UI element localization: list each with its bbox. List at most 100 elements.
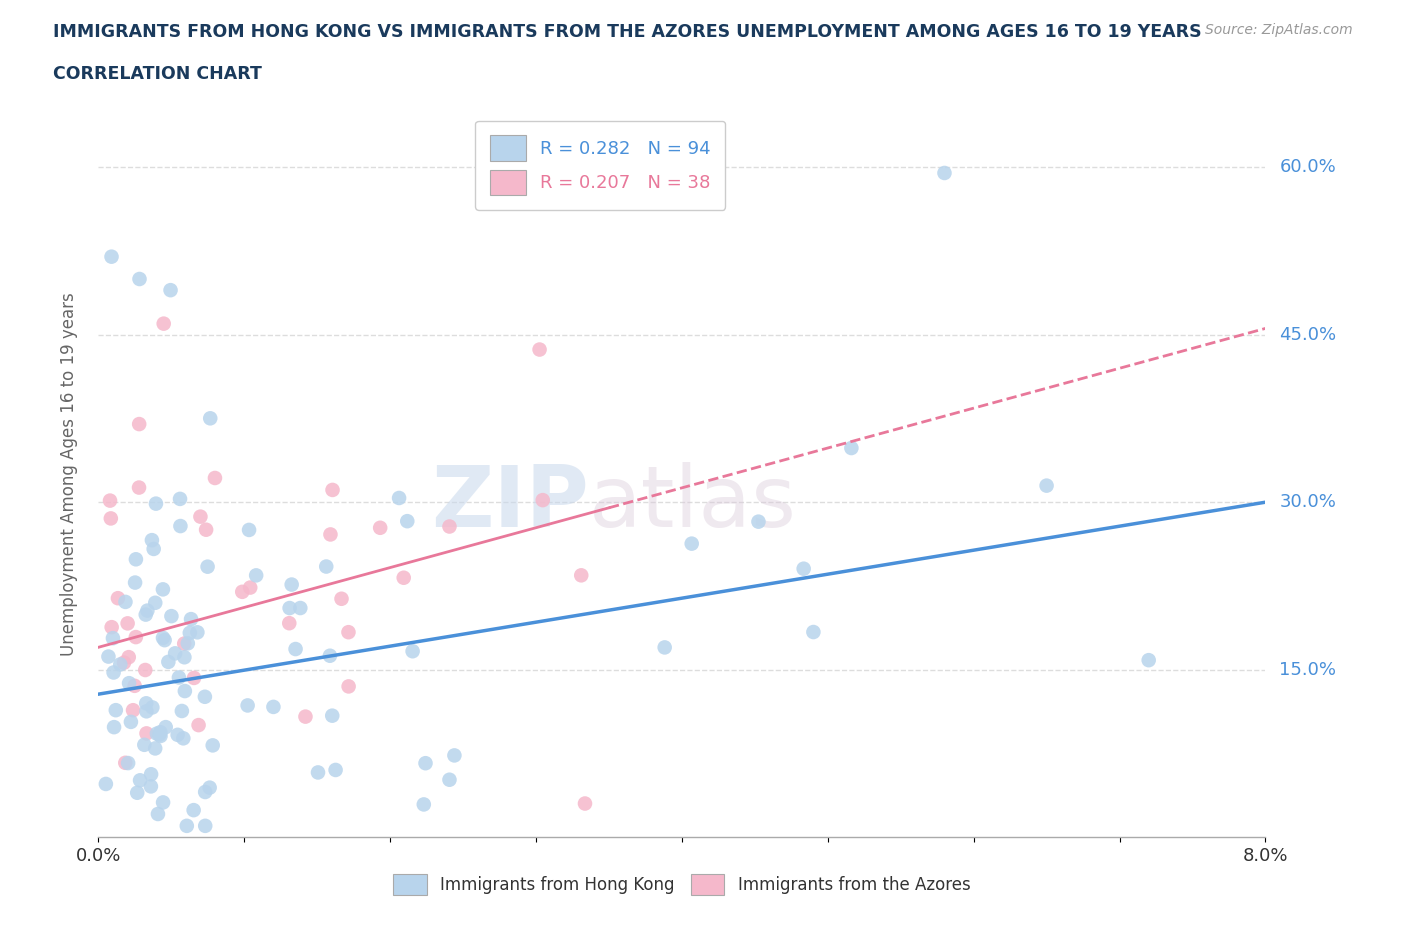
Point [110,657,132,671]
Point [139,779,162,794]
Point [165,646,187,661]
Point [681,537,703,551]
Point [143,741,166,756]
Point [200,411,222,426]
Y-axis label: Unemployment Among Ages 16 to 19 years: Unemployment Among Ages 16 to 19 years [59,292,77,657]
Point [415,756,437,771]
Point [439,772,461,787]
Point [98,493,121,508]
Point [100,619,122,634]
Point [204,471,226,485]
Point [107,591,129,605]
Point [1137,653,1160,668]
Point [117,616,139,631]
Point [392,570,415,585]
Point [177,636,200,651]
Point [152,631,174,645]
Point [118,676,141,691]
Point [179,625,201,640]
Point [173,650,195,665]
Point [180,612,202,627]
Point [117,755,139,770]
Legend: Immigrants from Hong Kong, Immigrants from the Azores: Immigrants from Hong Kong, Immigrants fr… [387,868,977,901]
Point [841,441,863,456]
Point [747,514,769,529]
Point [194,689,217,704]
Point [104,703,127,718]
Point [195,523,218,538]
Point [654,640,676,655]
Text: IMMIGRANTS FROM HONG KONG VS IMMIGRANTS FROM THE AZORES UNEMPLOYMENT AMONG AGES : IMMIGRANTS FROM HONG KONG VS IMMIGRANTS … [53,23,1202,41]
Point [155,720,177,735]
Point [149,728,172,743]
Point [330,591,353,606]
Point [157,655,180,670]
Point [128,480,150,495]
Point [278,616,301,631]
Point [141,700,163,715]
Point [396,513,419,528]
Point [231,584,253,599]
Point [803,625,825,640]
Text: Source: ZipAtlas.com: Source: ZipAtlas.com [1205,23,1353,37]
Point [412,797,434,812]
Point [319,648,342,663]
Point [152,316,174,331]
Point [120,714,142,729]
Point [934,166,956,180]
Point [321,709,343,724]
Point [278,601,301,616]
Text: 45.0%: 45.0% [1279,326,1337,344]
Point [793,562,815,577]
Point [142,541,165,556]
Point [194,785,217,800]
Point [190,510,212,525]
Point [166,727,188,742]
Point [160,609,183,624]
Point [280,578,302,592]
Point [134,737,156,752]
Point [135,607,157,622]
Point [127,785,149,800]
Point [114,755,136,770]
Point [135,696,157,711]
Point [187,718,209,733]
Point [368,521,391,536]
Point [103,720,125,735]
Point [136,604,159,618]
Point [103,665,125,680]
Point [284,642,307,657]
Point [307,765,329,780]
Point [439,519,461,534]
Point [129,773,152,788]
Point [172,731,194,746]
Point [569,568,592,583]
Point [388,490,411,505]
Point [201,737,224,752]
Point [128,272,150,286]
Point [319,527,342,542]
Text: ZIP: ZIP [430,462,589,545]
Point [152,582,174,597]
Point [169,519,191,534]
Point [198,780,221,795]
Point [141,533,163,548]
Point [531,493,554,508]
Point [100,511,122,525]
Point [315,559,337,574]
Text: atlas: atlas [589,462,797,545]
Point [146,726,169,741]
Point [143,595,166,610]
Text: 30.0%: 30.0% [1279,493,1336,512]
Point [183,671,205,685]
Point [94,777,117,791]
Point [173,636,195,651]
Point [101,631,124,645]
Point [125,551,148,566]
Point [167,670,190,684]
Point [149,724,172,739]
Point [170,704,193,719]
Point [239,580,262,595]
Point [529,342,551,357]
Point [145,497,167,512]
